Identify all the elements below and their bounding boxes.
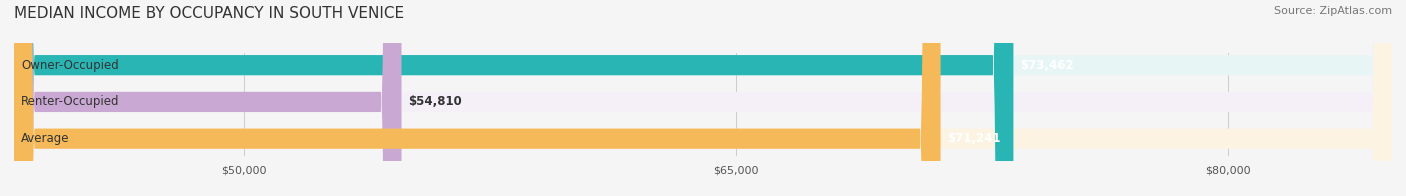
FancyBboxPatch shape	[14, 0, 1392, 196]
Text: Source: ZipAtlas.com: Source: ZipAtlas.com	[1274, 6, 1392, 16]
FancyBboxPatch shape	[14, 0, 941, 196]
Text: Renter-Occupied: Renter-Occupied	[21, 95, 120, 108]
FancyBboxPatch shape	[14, 0, 402, 196]
Text: $71,241: $71,241	[948, 132, 1001, 145]
Text: Average: Average	[21, 132, 69, 145]
FancyBboxPatch shape	[14, 0, 1392, 196]
FancyBboxPatch shape	[14, 0, 1014, 196]
Text: $73,462: $73,462	[1021, 59, 1074, 72]
Text: $54,810: $54,810	[408, 95, 463, 108]
FancyBboxPatch shape	[14, 0, 1392, 196]
Text: MEDIAN INCOME BY OCCUPANCY IN SOUTH VENICE: MEDIAN INCOME BY OCCUPANCY IN SOUTH VENI…	[14, 6, 404, 21]
Text: Owner-Occupied: Owner-Occupied	[21, 59, 118, 72]
